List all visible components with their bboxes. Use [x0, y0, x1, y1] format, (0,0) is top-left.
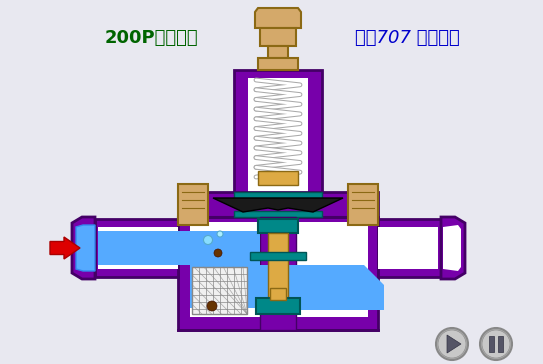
Circle shape	[207, 301, 217, 311]
Circle shape	[204, 236, 212, 245]
Polygon shape	[447, 335, 461, 353]
Bar	[378, 227, 438, 269]
Polygon shape	[178, 192, 378, 217]
Bar	[190, 222, 278, 317]
Bar	[258, 58, 298, 70]
Bar	[283, 222, 368, 317]
Polygon shape	[443, 225, 461, 271]
Bar	[250, 252, 306, 260]
Bar	[95, 219, 178, 277]
Bar	[234, 192, 322, 198]
Bar	[260, 217, 296, 330]
Circle shape	[436, 328, 468, 360]
Polygon shape	[213, 198, 343, 212]
Circle shape	[214, 249, 222, 257]
Bar	[234, 211, 322, 217]
Bar	[270, 288, 286, 300]
Bar	[268, 233, 288, 298]
Bar	[378, 219, 453, 277]
Circle shape	[217, 231, 223, 237]
Text: 化工707 剪辑制作: 化工707 剪辑制作	[355, 29, 460, 47]
Text: 200P型减压阀: 200P型减压阀	[105, 29, 199, 47]
Circle shape	[480, 328, 512, 360]
Polygon shape	[178, 184, 208, 225]
Polygon shape	[255, 8, 301, 28]
Polygon shape	[234, 70, 322, 192]
Bar	[268, 46, 288, 58]
Bar	[256, 298, 300, 314]
Bar	[489, 336, 494, 352]
Bar	[192, 267, 247, 314]
Bar	[260, 28, 296, 46]
Polygon shape	[76, 225, 95, 271]
Circle shape	[482, 330, 510, 358]
Polygon shape	[286, 265, 384, 310]
Bar	[498, 336, 503, 352]
Bar	[178, 217, 378, 330]
Polygon shape	[348, 184, 378, 225]
Circle shape	[438, 330, 466, 358]
Bar	[248, 78, 308, 192]
Polygon shape	[441, 217, 465, 279]
Bar	[258, 219, 298, 233]
Polygon shape	[190, 231, 270, 308]
Bar	[98, 231, 190, 265]
Polygon shape	[72, 217, 95, 279]
Bar	[98, 227, 178, 269]
FancyArrow shape	[50, 237, 80, 259]
Bar	[258, 171, 298, 185]
